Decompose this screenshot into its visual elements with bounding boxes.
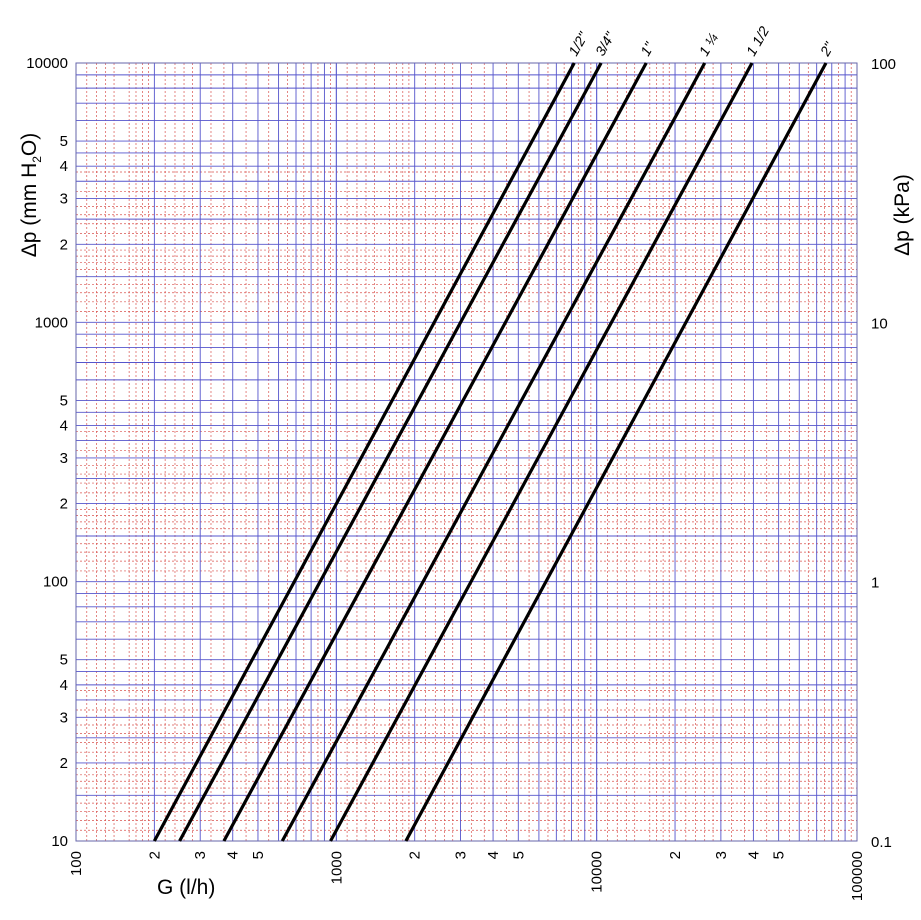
- series-line: [152, 62, 576, 842]
- y-tick-label: 1000: [35, 314, 68, 331]
- y-right-tick-label: 10: [871, 315, 888, 332]
- x-tick-label: 3: [713, 851, 730, 859]
- x-tick-label: 3: [192, 851, 209, 859]
- series-line: [404, 62, 828, 842]
- series-label: 1/2": [565, 28, 592, 58]
- series-label: 1 ¼: [695, 30, 721, 59]
- x-tick-label: 100000: [849, 851, 866, 901]
- y-axis-left-title-sub: 2: [30, 156, 44, 163]
- y-tick-label: 10000: [26, 55, 68, 72]
- series-line: [280, 62, 707, 842]
- x-tick-label: 4: [225, 851, 242, 859]
- series-label: 1": [637, 39, 658, 59]
- y-right-tick-label: 0.1: [871, 834, 892, 851]
- y-axis-right-title: Δp (kPa): [891, 174, 914, 256]
- y-right-tick-labels: 0.1 1 10 100: [871, 56, 896, 851]
- y-tick-label: 4: [60, 158, 68, 175]
- x-tick-label: 2: [667, 851, 684, 859]
- y-tick-label: 3: [60, 450, 68, 467]
- series-line: [178, 62, 603, 842]
- y-tick-label: 10: [51, 833, 68, 850]
- y-tick-label: 5: [60, 652, 68, 669]
- y-axis-left-title-end: O): [18, 133, 41, 156]
- series-lines: [152, 62, 828, 842]
- x-tick-label: 4: [485, 851, 502, 859]
- x-tick-label: 5: [250, 851, 267, 859]
- series-labels: 1/2" 3/4" 1" 1 ¼ 1 1/2 2": [565, 23, 837, 59]
- x-axis-title: G (l/h): [157, 876, 215, 899]
- y-tick-label: 2: [60, 755, 68, 772]
- y-tick-label: 100: [43, 574, 68, 591]
- y-tick-label: 2: [60, 236, 68, 253]
- y-tick-label: 3: [60, 191, 68, 208]
- y-tick-label: 5: [60, 133, 68, 150]
- series-label: 1 1/2: [743, 23, 773, 58]
- x-tick-label: 5: [510, 851, 527, 859]
- y-right-tick-label: 1: [871, 575, 879, 592]
- y-tick-label: 2: [60, 496, 68, 513]
- major-grid: [76, 63, 857, 841]
- series-label: 2": [816, 39, 837, 60]
- x-tick-label: 2: [407, 851, 424, 859]
- y-tick-label: 4: [60, 418, 68, 435]
- y-right-tick-label: 100: [871, 56, 896, 73]
- series-line: [222, 62, 648, 842]
- x-tick-label: 100: [68, 851, 85, 876]
- series-label: 3/4": [592, 28, 619, 58]
- x-tick-label: 1000: [328, 851, 345, 884]
- x-tick-labels: 100 2 3 4 5 1000 2 3 4 5 10000 2 3 4 5 100000: [68, 851, 866, 901]
- minor-grid: [76, 63, 857, 841]
- y-axis-left-title: Δp (mm H2O): [18, 133, 44, 258]
- y-axis-left-title-main: Δp (mm H: [18, 163, 41, 258]
- y-tick-label: 3: [60, 709, 68, 726]
- x-tick-label: 3: [453, 851, 470, 859]
- x-tick-label: 10000: [589, 851, 606, 893]
- series-line: [329, 62, 754, 842]
- plot-frame: [75, 62, 858, 842]
- y-tick-label: 4: [60, 677, 68, 694]
- x-tick-label: 5: [771, 851, 788, 859]
- y-tick-label: 5: [60, 392, 68, 409]
- x-tick-label: 4: [745, 851, 762, 859]
- y-left-tick-labels: 10 2 3 4 5 100 2 3 4 5 1000 2 3 4 5 10000: [26, 55, 68, 850]
- x-tick-label: 2: [146, 851, 163, 859]
